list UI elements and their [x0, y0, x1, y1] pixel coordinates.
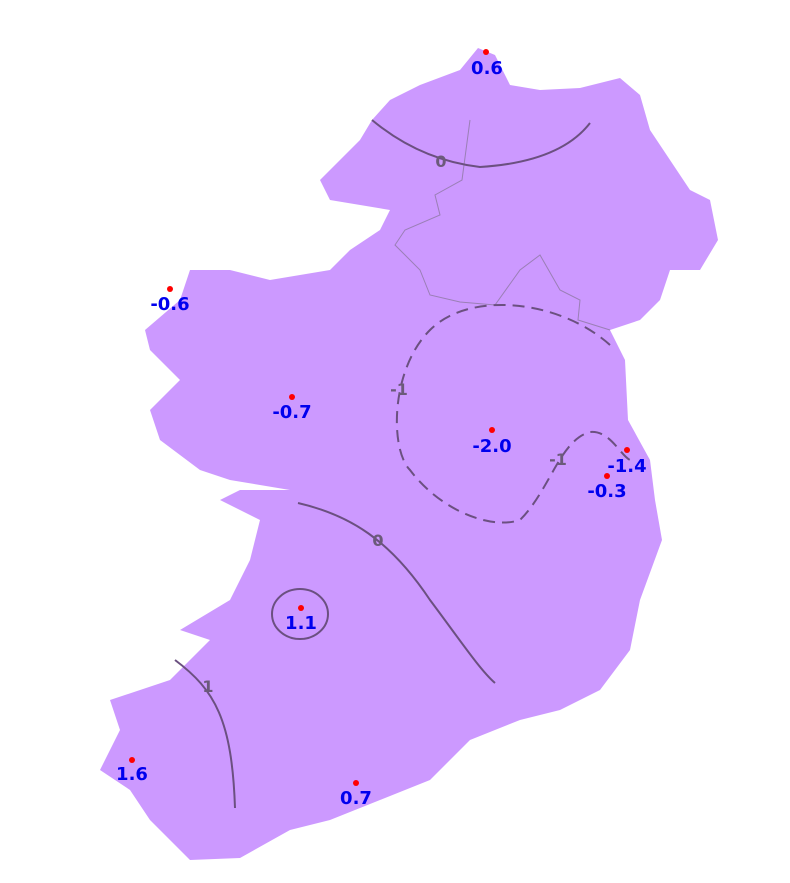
station-dot: [353, 780, 359, 786]
station-value: 0.6: [471, 58, 503, 79]
station-dot: [167, 286, 173, 292]
border-line: [394, 119, 611, 331]
contour-label: 0: [372, 531, 383, 550]
station-dot: [604, 473, 610, 479]
contour-label: 1: [202, 677, 213, 696]
contour-line: [271, 588, 329, 640]
station-labels: 0.6 -0.6 -0.7 -2.0 -1.4 -0.3 1.1 1.6 0.7: [116, 58, 647, 809]
contour-labels: 0 -1 -1 0 1: [202, 152, 566, 696]
station-value: -0.6: [150, 294, 189, 315]
station-dot: [624, 447, 630, 453]
contour-line: [371, 119, 591, 169]
station-dot: [289, 394, 295, 400]
station-value: 1.1: [285, 613, 317, 634]
station-value: 1.6: [116, 764, 148, 785]
contour-line: [174, 659, 236, 809]
ireland-landmass: [100, 48, 718, 860]
station-dot: [298, 605, 304, 611]
station-value: 0.7: [340, 788, 372, 809]
station-value: -0.7: [272, 402, 311, 423]
station-value: -1.4: [607, 456, 646, 477]
station-dot: [489, 427, 495, 433]
station-dot: [483, 49, 489, 55]
contour-label: 0: [435, 152, 446, 171]
station-value: -2.0: [472, 436, 511, 457]
contour-line: [297, 502, 496, 684]
contours: [174, 119, 631, 809]
contour-label: -1: [549, 450, 567, 469]
station-dot: [129, 757, 135, 763]
station-value: -0.3: [587, 481, 626, 502]
contour-label: -1: [390, 380, 408, 399]
contour-line: [395, 304, 631, 524]
stations: [129, 49, 630, 786]
